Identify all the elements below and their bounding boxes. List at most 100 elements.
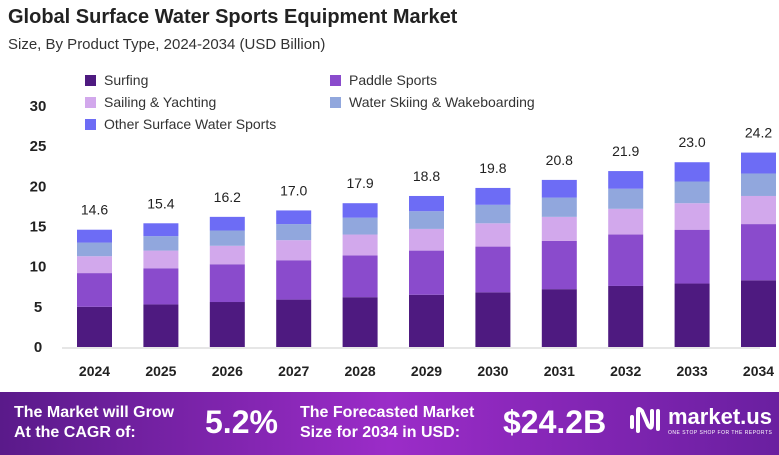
cagr-label-line: At the CAGR of: [14,424,136,441]
bar-segment [541,179,577,198]
cagr-label: The Market will Grow At the CAGR of: [14,403,174,443]
total-label: 17.9 [346,175,373,191]
bar-segment [209,230,245,246]
total-label: 17.0 [280,182,307,198]
bar-segment [541,197,577,217]
legend-swatch [330,74,341,86]
forecast-label-line: The Forecasted Market [300,404,475,421]
bar-segment [608,208,644,235]
legend-item-waterskiing: Water Skiing & Wakeboarding [330,94,535,110]
bar-segment [209,245,245,265]
bar-segment [143,223,179,237]
forecast-label: The Forecasted Market Size for 2034 in US… [300,403,474,443]
bar-segment [674,181,710,204]
legend-swatch [330,96,341,108]
x-tick-label: 2024 [79,363,110,379]
total-label: 20.8 [546,152,573,168]
bar-segment [143,236,179,251]
y-tick-label: 0 [34,339,42,356]
bar-segment [674,162,710,182]
legend-label: Sailing & Yachting [104,94,217,110]
bar-segment [674,229,710,284]
total-label: 19.8 [479,160,506,176]
chart-subtitle: Size, By Product Type, 2024-2034 (USD Bi… [8,36,326,53]
legend-label: Other Surface Water Sports [104,116,277,132]
y-tick-label: 20 [30,178,47,195]
bar-segment [342,255,378,298]
bar-segment [409,228,444,251]
bar-segment [77,256,112,274]
total-label: 15.4 [147,195,174,211]
footer-banner: The Market will Grow At the CAGR of: 5.2%… [0,392,779,455]
bar-segment [741,280,776,347]
chart-title: Global Surface Water Sports Equipment Ma… [8,6,458,28]
x-tick-label: 2028 [345,363,376,379]
bar-segment [741,195,776,225]
logo-tagline: ONE STOP SHOP FOR THE REPORTS [668,430,773,436]
market-us-logo: market.us ONE STOP SHOP FOR THE REPORTS [628,404,772,436]
bar-segment [276,240,312,261]
total-label: 16.2 [214,189,241,205]
cagr-value: 5.2% [205,404,278,440]
x-tick-label: 2029 [411,363,442,379]
bar-segment [143,250,179,269]
bar-segment [209,302,245,347]
cagr-label-line: The Market will Grow [14,404,175,421]
logo-text: market.us [668,404,772,429]
bar-segment [409,195,444,212]
bar-segment [276,210,312,225]
x-tick-label: 2033 [677,363,708,379]
bar-segment [475,187,511,205]
bar-segment [409,250,444,295]
bar-segment [342,203,378,218]
bar-segment [475,292,511,347]
x-tick-label: 2025 [145,363,176,379]
bar-segment [608,171,644,189]
bar-segment [674,283,710,347]
bar-segment [276,224,312,241]
bar-segment [342,234,378,256]
bar-segment [674,203,710,230]
bar-segment [475,246,511,293]
bar-segment [409,294,444,347]
y-tick-label: 30 [30,98,47,115]
y-tick-label: 15 [30,219,47,236]
total-label: 21.9 [612,143,639,159]
legend-swatch [85,96,96,108]
bar-segment [77,306,112,347]
bar-segment [541,216,577,241]
bar-segment [475,204,511,224]
bar-segment [77,273,112,307]
x-tick-label: 2034 [743,363,774,379]
legend-label: Water Skiing & Wakeboarding [349,94,535,110]
legend-label: Paddle Sports [349,72,437,88]
total-label: 18.8 [413,168,440,184]
bar-segment [608,234,644,286]
bar-segment [741,152,776,174]
legend-item-sailing: Sailing & Yachting [85,94,216,110]
x-tick-label: 2027 [278,363,309,379]
bar-segment [209,216,245,231]
bar-segment [143,304,179,347]
total-label: 24.2 [745,125,772,141]
stacked-bar-chart: 05101520253014.6202415.4202516.2202617.0… [30,98,776,379]
x-tick-label: 2032 [610,363,641,379]
bar-segment [608,188,644,209]
forecast-label-line: Size for 2034 in USD: [300,424,461,441]
bar-segment [77,229,112,243]
x-tick-label: 2031 [544,363,575,379]
bar-segment [209,264,245,303]
x-tick-label: 2026 [212,363,243,379]
bar-segment [741,224,776,281]
bar-segment [276,260,312,300]
bar-segment [541,240,577,290]
bar-segment [741,173,776,196]
bar-segment [342,297,378,347]
total-label: 14.6 [81,202,108,218]
y-tick-label: 5 [34,299,42,316]
legend-item-other: Other Surface Water Sports [85,116,276,132]
bar-segment [409,211,444,229]
bar-segment [541,289,577,347]
y-tick-label: 25 [30,138,47,155]
bar-segment [342,217,378,235]
